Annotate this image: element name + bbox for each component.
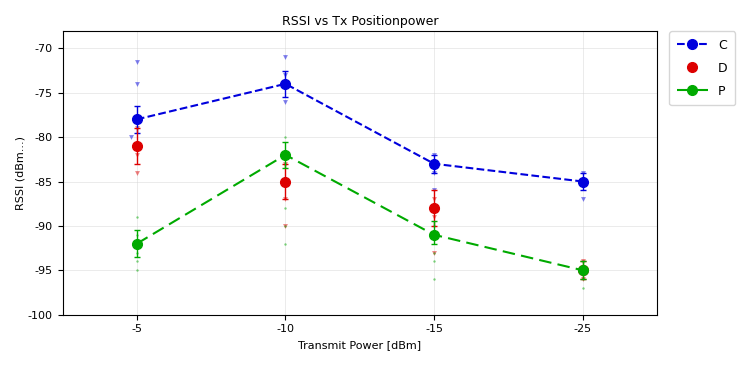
C [430, 162, 439, 166]
Point [428, 232, 440, 238]
Title: RSSI vs Tx Positionpower: RSSI vs Tx Positionpower [281, 15, 438, 28]
Point [428, 152, 440, 158]
Point [280, 178, 292, 184]
Point [577, 258, 589, 264]
Point [577, 268, 589, 273]
Point [428, 223, 440, 229]
Point [428, 170, 440, 176]
Point [577, 276, 589, 282]
D [430, 206, 439, 210]
Point [130, 81, 142, 87]
Point [577, 196, 589, 202]
Point [428, 188, 440, 193]
Point [280, 223, 292, 229]
Point [130, 143, 142, 149]
Point [280, 223, 292, 229]
Point [428, 196, 440, 202]
P [281, 153, 290, 157]
Point [280, 72, 292, 78]
Point [280, 99, 292, 104]
Line: P: P [132, 150, 587, 275]
P [430, 233, 439, 237]
Point [577, 170, 589, 176]
P [132, 242, 141, 246]
Point [577, 183, 589, 189]
Y-axis label: RSSI (dBm...): RSSI (dBm...) [15, 136, 25, 210]
Point [428, 276, 440, 282]
Point [130, 59, 142, 65]
C [578, 179, 587, 184]
Line: C: C [132, 79, 587, 187]
D [578, 268, 587, 273]
C [132, 117, 141, 122]
Point [280, 54, 292, 60]
Point [124, 134, 136, 140]
Point [428, 250, 440, 256]
P [578, 268, 587, 273]
Point [130, 268, 142, 273]
D [132, 144, 141, 148]
Point [130, 250, 142, 256]
Point [280, 161, 292, 167]
Point [577, 258, 589, 264]
Point [280, 196, 292, 202]
Point [280, 161, 292, 167]
Point [428, 250, 440, 256]
Point [280, 134, 292, 140]
Point [130, 214, 142, 220]
Point [280, 178, 292, 184]
Point [130, 258, 142, 264]
Point [130, 232, 142, 238]
Point [130, 152, 142, 158]
Legend: C, D, P: C, D, P [669, 31, 735, 105]
Point [280, 241, 292, 247]
Point [280, 205, 292, 211]
Point [577, 285, 589, 291]
D [281, 179, 290, 184]
Point [428, 258, 440, 264]
Point [428, 214, 440, 220]
Point [130, 125, 142, 131]
Line: D: D [132, 141, 587, 275]
Point [130, 170, 142, 176]
Point [577, 276, 589, 282]
X-axis label: Transmit Power [dBm]: Transmit Power [dBm] [298, 340, 422, 350]
C [281, 82, 290, 86]
